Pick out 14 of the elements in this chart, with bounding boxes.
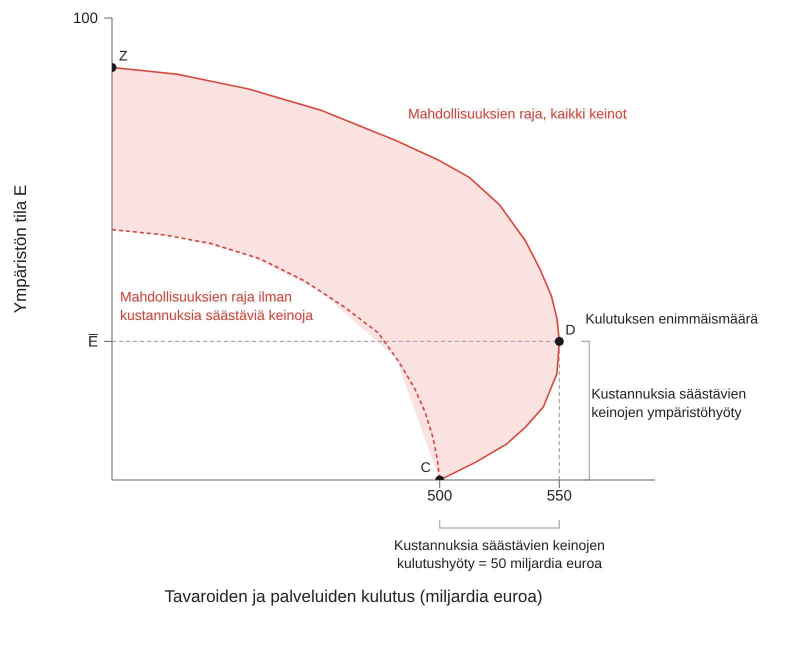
text: E̅ (88, 333, 98, 350)
annotation: Kustannuksia säästävien keinojen ympäristöhyöty (591, 386, 746, 420)
x-axis-title: Tavaroiden ja palveluiden kulutus (miljardia euroa) (164, 587, 542, 606)
x-tick-label: 500 (427, 488, 452, 505)
text: Kustannuksia säästävien keinojen kulutushyöty = 50 miljardia euroa (394, 537, 605, 572)
annotation: C (420, 459, 431, 475)
x-tick-label: 550 (546, 488, 572, 505)
text: 100 (72, 10, 98, 27)
annotation: Kulutuksen enimmäismäärä (585, 310, 758, 326)
annotation: Z (119, 48, 128, 64)
annotation: D (565, 321, 576, 338)
series-label: Mahdollisuuksien raja, kaikki keinot (408, 106, 627, 122)
y-axis-title: Ympäristön tila E (11, 184, 30, 314)
series-label: Mahdollisuuksien raja ilman kustannuksia säästäviä keinoja (120, 288, 314, 323)
